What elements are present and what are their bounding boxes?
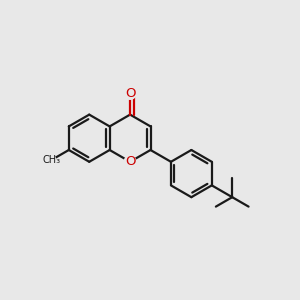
Circle shape [124,88,136,99]
Text: O: O [125,155,135,168]
Circle shape [124,156,136,168]
Text: CH₃: CH₃ [42,155,61,165]
Text: O: O [125,87,135,100]
Circle shape [47,156,56,164]
